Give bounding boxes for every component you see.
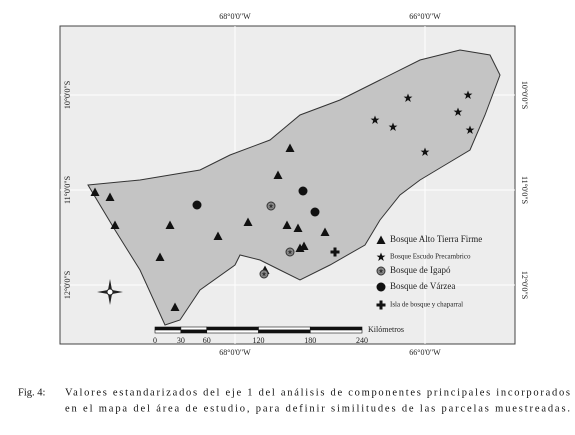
scale-tick-label: 30	[177, 336, 185, 345]
left-label: 11°0'0"S	[63, 176, 72, 204]
north-arrow	[97, 279, 123, 305]
legend-label: Isla de bosque y chaparral	[390, 301, 463, 309]
legend-label: Bosque de Várzea	[390, 281, 455, 291]
bottom-label: 68°0'0"W	[219, 348, 251, 357]
right-label: 12°0'0"S	[520, 271, 529, 299]
sample-point	[266, 201, 276, 211]
scale-segment	[180, 326, 208, 331]
caption-line: Valores estandarizados del eje 1 del aná…	[65, 387, 570, 398]
map: 68°0'0"W 66°0'0"W 68°0'0"W 66°0'0"W 10°0…	[59, 12, 529, 357]
bottom-label: 66°0'0"W	[409, 348, 441, 357]
legend: Bosque Alto Tierra Firme Bosque Escudo P…	[376, 234, 482, 310]
sample-point	[298, 186, 308, 196]
scale-tick-label: 180	[304, 336, 316, 345]
sample-point	[285, 247, 295, 257]
legend-label: Bosque Escudo Precambrico	[390, 253, 471, 261]
scale-segment	[206, 329, 259, 334]
study-area	[87, 49, 501, 326]
caption-label: Fig. 4:	[18, 387, 46, 398]
scale-segment	[258, 326, 311, 331]
scale-segment	[258, 329, 311, 334]
legend-label: Bosque de Igapó	[390, 265, 451, 275]
scale-tick-label: 120	[253, 336, 265, 345]
sample-point	[192, 200, 202, 210]
left-label: 10°0'0"S	[63, 81, 72, 109]
scale-bar: Kilómetros 0 30 60 120 180 240	[153, 325, 404, 345]
legend-label: Bosque Alto Tierra Firme	[390, 234, 482, 244]
right-label: 10°0'0"S	[520, 81, 529, 109]
scale-segment	[206, 326, 259, 331]
scale-segment	[154, 326, 182, 331]
scale-segment	[309, 326, 363, 331]
scale-segment	[309, 329, 363, 334]
caption-line: en el mapa del área de estudio, para def…	[65, 403, 570, 414]
scale-segment	[180, 329, 208, 334]
sample-point	[259, 269, 269, 279]
scale-tick-label: 60	[203, 336, 211, 345]
scale-segment	[154, 329, 182, 334]
top-label: 68°0'0"W	[219, 12, 251, 21]
scale-tick-label: 240	[356, 336, 368, 345]
scale-tick-label: 0	[153, 336, 157, 345]
left-label: 12°0'0"S	[63, 271, 72, 299]
scale-unit: Kilómetros	[368, 325, 404, 334]
top-label: 66°0'0"W	[409, 12, 441, 21]
sample-point	[310, 207, 320, 217]
right-label: 11°0'0"S	[520, 176, 529, 204]
